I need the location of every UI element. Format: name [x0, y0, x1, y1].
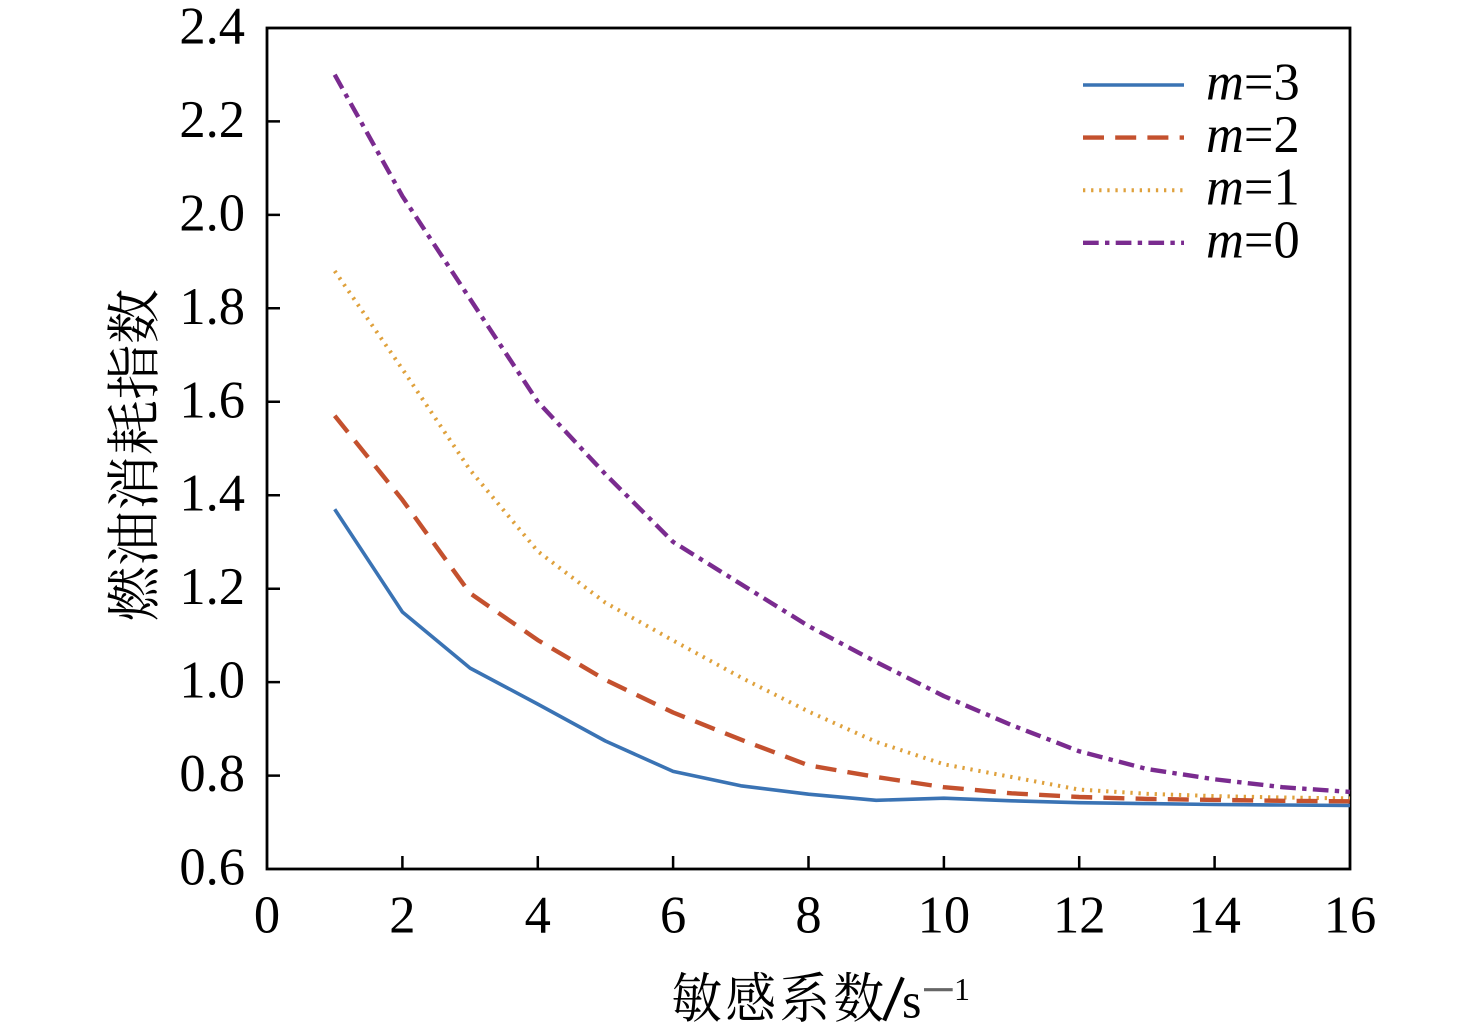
svg-text:m=0: m=0: [1206, 211, 1300, 269]
svg-text:6: 6: [660, 887, 686, 945]
svg-text:1.0: 1.0: [179, 652, 245, 710]
svg-text:2.2: 2.2: [179, 91, 245, 149]
svg-text:10: 10: [918, 887, 971, 945]
svg-text:0.8: 0.8: [179, 745, 245, 803]
svg-text:s: s: [902, 972, 921, 1028]
svg-text:m=3: m=3: [1206, 54, 1300, 112]
svg-text:2.0: 2.0: [179, 184, 245, 242]
svg-text:8: 8: [795, 887, 821, 945]
svg-text:1: 1: [954, 971, 970, 1007]
svg-text:m=2: m=2: [1206, 106, 1300, 164]
svg-text:0: 0: [254, 887, 280, 945]
svg-text:m=1: m=1: [1206, 159, 1300, 217]
svg-text:2: 2: [389, 887, 415, 945]
svg-text:12: 12: [1053, 887, 1106, 945]
svg-text:4: 4: [525, 887, 551, 945]
svg-text:2.4: 2.4: [179, 0, 245, 56]
svg-text:1.6: 1.6: [179, 371, 245, 429]
svg-text:1.4: 1.4: [179, 465, 245, 523]
svg-text:16: 16: [1324, 887, 1377, 945]
svg-text:0.6: 0.6: [179, 839, 245, 897]
svg-text:1.8: 1.8: [179, 278, 245, 336]
svg-text:14: 14: [1188, 887, 1241, 945]
svg-text:1.2: 1.2: [179, 558, 245, 616]
